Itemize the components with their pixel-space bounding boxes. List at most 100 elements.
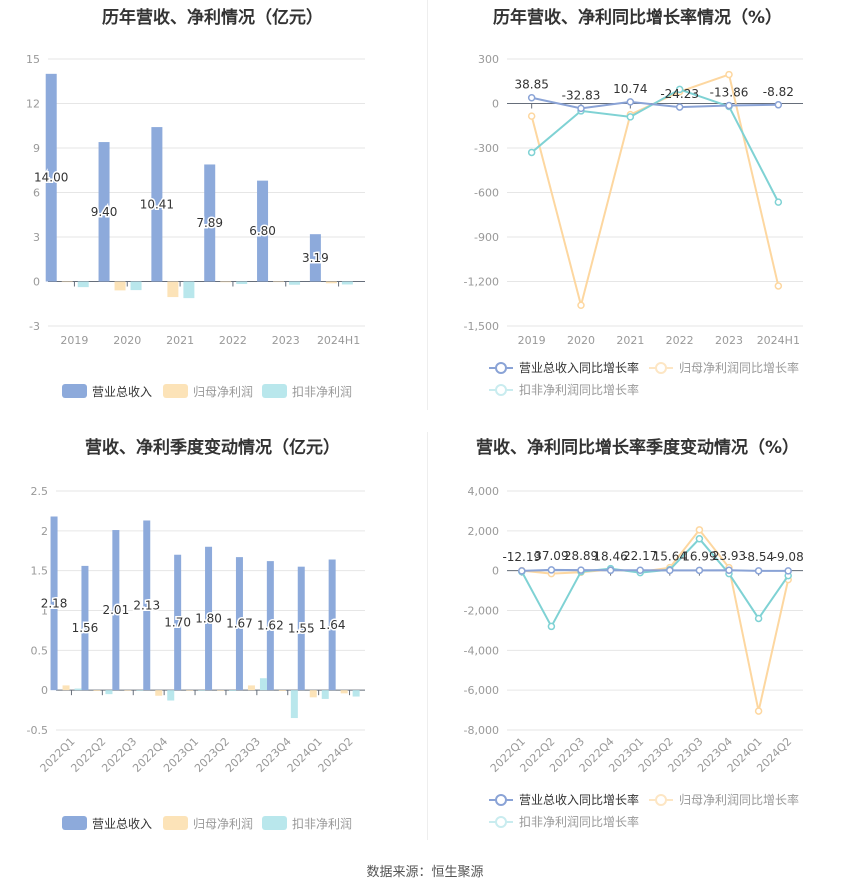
data-label: 1.67 — [226, 617, 253, 631]
x-tick-label: 2019 — [60, 334, 88, 347]
data-point — [774, 101, 783, 109]
y-tick-label: 1.5 — [31, 565, 49, 578]
bar-net-profit — [273, 281, 285, 283]
y-tick-label: 0 — [33, 276, 40, 289]
bar-revenue — [297, 566, 305, 691]
data-point — [606, 566, 615, 575]
line-chart-annual-growth: 300 0 -300 -600 -900 -1,200 -1,500 38.85 -32.83 1… — [464, 53, 803, 397]
bar-deducted-profit — [229, 690, 237, 691]
data-source: 数据来源：恒生聚源 — [366, 865, 484, 880]
y-tick-label: 0 — [492, 565, 499, 578]
legend-marker — [655, 794, 667, 806]
bar-revenue — [50, 516, 58, 691]
bar-chart-quarterly: 2.5 2 1.5 1 0.5 0 -0.5 2.18 1.562.01 2.13 1.70 1.80… — [27, 485, 365, 831]
bar-net-profit — [325, 281, 337, 284]
y-tick-label: -300 — [474, 142, 499, 155]
data-label: 1.62 — [257, 619, 284, 633]
data-label: 18.46 — [593, 549, 627, 563]
data-point — [636, 566, 644, 574]
data-point — [695, 535, 704, 543]
data-label: 7.89 — [196, 216, 223, 230]
legend-label: 扣非净利润同比增长率 — [519, 814, 639, 829]
y-tick-label: -2,000 — [464, 605, 499, 618]
legend-marker — [495, 794, 507, 806]
data-label: 6.80 — [249, 224, 276, 238]
bar-deducted-profit — [74, 688, 82, 691]
data-label: -32.83 — [562, 88, 601, 102]
data-point — [675, 103, 684, 111]
x-tick-label: 2023 — [715, 334, 743, 347]
bar-revenue — [174, 554, 182, 691]
data-point — [577, 301, 585, 309]
data-point — [784, 567, 792, 575]
bar-net-profit — [114, 281, 126, 291]
line-revenue-growth — [531, 96, 779, 110]
legend-label: 归母净利润同比增长率 — [679, 360, 799, 375]
y-tick-label: 9 — [33, 142, 40, 155]
bar-revenue — [205, 546, 213, 691]
data-point — [547, 566, 556, 574]
bar-deducted-profit — [236, 281, 248, 285]
data-label: 15.64 — [653, 549, 687, 563]
bar-revenue — [98, 142, 110, 282]
data-point — [725, 70, 733, 79]
data-point — [626, 98, 635, 106]
chart-title: 历年营收、净利情况（亿元） — [102, 8, 323, 28]
bar-revenue — [235, 557, 243, 691]
y-tick-label: 4,000 — [468, 485, 500, 498]
data-point — [725, 101, 733, 110]
legend-marker — [655, 362, 667, 374]
data-label: 16.99 — [682, 549, 716, 563]
data-label: 10.41 — [140, 197, 174, 211]
chart-title: 营收、净利同比增长率季度变动情况（%） — [475, 438, 800, 458]
data-point — [518, 567, 526, 575]
y-tick-label: 0 — [41, 684, 48, 697]
legend-swatch — [163, 816, 188, 830]
chart-quarterly-growth: 营收、净利同比增长率季度变动情况（%） 4,000 2,000 0 -2,000 -4,… — [425, 420, 850, 850]
y-tick-label: 3 — [33, 231, 40, 244]
data-label: 28.89 — [564, 549, 598, 563]
y-tick-label: 2.5 — [31, 485, 49, 498]
data-label: 1.80 — [195, 611, 222, 625]
y-tick-label: -1,500 — [464, 320, 499, 333]
bar-deducted-profit — [289, 281, 301, 285]
line-chart-quarterly-growth: 4,000 2,000 0 -2,000 -4,000 -6,000 -8,000 -12.1… — [464, 485, 804, 829]
legend-label: 扣非净利润同比增长率 — [519, 382, 639, 397]
data-point — [626, 113, 635, 121]
bar-revenue — [143, 520, 151, 691]
legend-swatch — [62, 384, 87, 398]
bar-deducted-profit — [198, 690, 206, 691]
bar-deducted-profit — [321, 690, 329, 699]
y-tick-label: -4,000 — [464, 644, 499, 657]
data-point — [527, 93, 536, 102]
chart-title: 历年营收、净利同比增长率情况（%） — [492, 8, 783, 28]
bar-revenue — [257, 180, 269, 282]
data-point — [577, 566, 585, 574]
data-label: -9.08 — [773, 550, 804, 564]
x-tick-label: 2022 — [666, 334, 694, 347]
legend-label: 营业总收入 — [92, 817, 152, 831]
bar-deducted-profit — [167, 690, 175, 701]
x-tick-label: 2020 — [567, 334, 595, 347]
line-deducted-profit-growth — [531, 88, 780, 203]
bar-net-profit — [167, 281, 179, 298]
bar-chart-annual: 15 12 9 6 3 0 -3 14.00 9.40 10.41 7.89 6.80 3.19 2019… — [26, 53, 365, 399]
y-tick-label: -3 — [29, 320, 40, 333]
data-point — [754, 614, 763, 623]
bar-deducted-profit — [183, 281, 195, 299]
bar-net-profit — [247, 685, 255, 691]
bar-deducted-profit — [130, 281, 142, 291]
bar-net-profit — [62, 685, 70, 691]
legend-label: 扣非净利润 — [292, 385, 352, 399]
bar-deducted-profit — [352, 690, 360, 697]
data-point — [675, 85, 684, 94]
bar-deducted-profit — [290, 690, 298, 719]
legend-label: 营业总收入 — [92, 385, 152, 399]
legend-label: 归母净利润 — [193, 385, 253, 399]
data-point — [577, 104, 585, 113]
data-label: 10.74 — [613, 82, 647, 96]
data-point — [695, 566, 704, 575]
legend-marker — [495, 362, 507, 374]
legend-label: 营业总收入同比增长率 — [519, 792, 639, 807]
bar-net-profit — [93, 690, 101, 691]
